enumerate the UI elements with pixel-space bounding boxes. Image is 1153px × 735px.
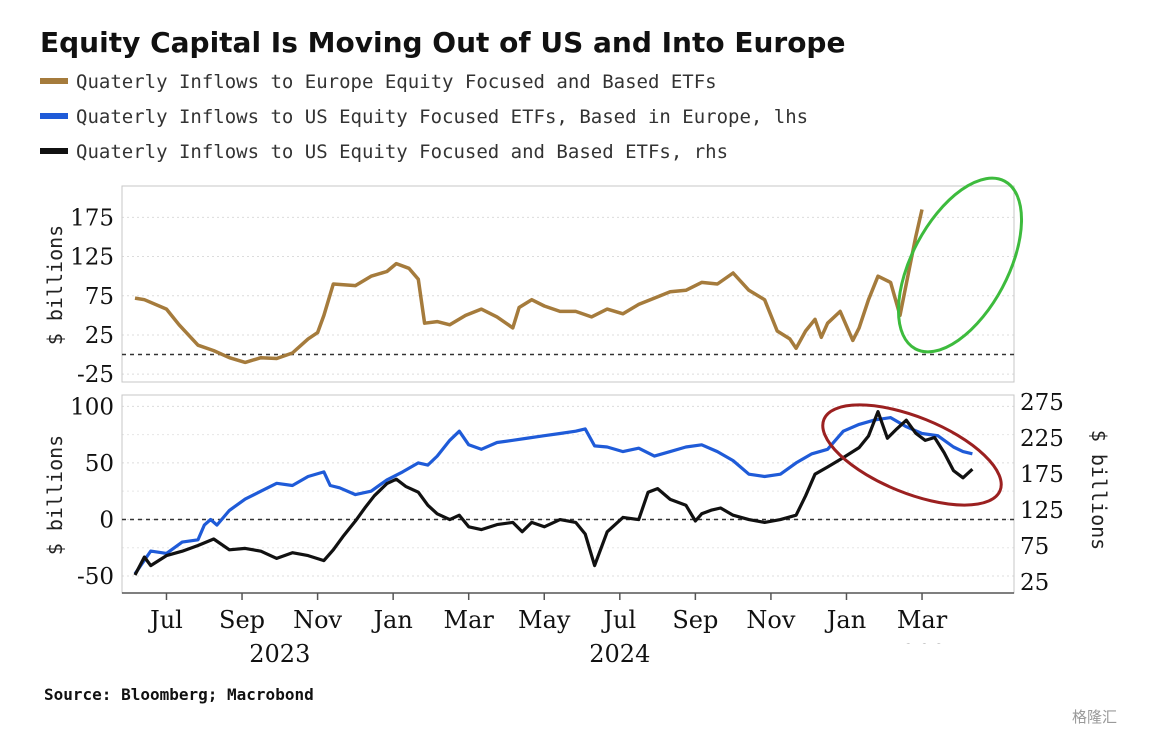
- bottom-right-y-tick-label: 25: [1020, 570, 1049, 596]
- x-year-label: 2024: [589, 640, 650, 668]
- bottom-left-y-tick-label: -50: [77, 564, 114, 590]
- bottom-panel: 100 50 0 -50 275 225 175 125 75 25 $ billions $ …: [43, 390, 1111, 596]
- bottom-right-y-tick-label: 225: [1020, 426, 1064, 452]
- top-y-ticks: 175 125 75 25 -25: [70, 205, 114, 388]
- top-panel-frame: [121, 185, 1015, 383]
- red-highlight-ellipse: [821, 403, 1003, 507]
- bottom-right-y-ticks: 275 225 175 125 75 25: [1020, 390, 1064, 596]
- top-panel: 175 125 75 25 -25 $ billions: [43, 176, 1024, 388]
- bottom-left-y-tick-label: 50: [85, 451, 114, 477]
- x-tick-label: Jul: [600, 606, 636, 634]
- bottom-right-y-axis-label: $ billions: [1087, 430, 1111, 550]
- green-highlight-ellipse: [896, 176, 1024, 354]
- x-tick-label: May: [518, 606, 571, 634]
- top-y-tick-label: 25: [85, 323, 114, 349]
- x-tick-label: Jan: [824, 606, 866, 634]
- x-tick-label: Nov: [746, 606, 795, 634]
- top-y-tick-label: 125: [70, 245, 114, 271]
- top-y-tick-label: 175: [70, 205, 114, 231]
- bottom-left-y-tick-label: 100: [70, 394, 114, 420]
- bottom-left-y-ticks: 100 50 0 -50: [70, 394, 114, 590]
- source-note: Source: Bloomberg; Macrobond: [44, 685, 314, 704]
- x-year-label-clipped: 2025: [901, 640, 962, 668]
- legend-label-us-in-europe: Quaterly Inflows to US Equity Focused ET…: [76, 106, 808, 128]
- series-line-us-in-europe: [133, 416, 973, 575]
- legend-label-europe: Quaterly Inflows to Europe Equity Focuse…: [76, 71, 717, 93]
- x-tick-label: Sep: [219, 606, 265, 634]
- legend-label-us-based: Quaterly Inflows to US Equity Focused an…: [76, 141, 728, 163]
- top-y-axis-label: $ billions: [43, 225, 67, 345]
- top-gridlines: [122, 216, 1014, 375]
- legend-swatch-us-based: [40, 148, 68, 154]
- series-line-us-based: [133, 410, 974, 576]
- bottom-left-y-axis-label: $ billions: [43, 435, 67, 555]
- bottom-left-y-tick-label: 0: [99, 507, 114, 533]
- bottom-right-y-tick-label: 75: [1020, 534, 1049, 560]
- watermark: 格隆汇: [1072, 708, 1117, 726]
- bottom-right-y-tick-label: 175: [1020, 462, 1064, 488]
- bottom-right-y-tick-label: 275: [1020, 390, 1064, 416]
- x-tick-label: Mar: [897, 606, 948, 634]
- legend-swatch-europe: [40, 78, 68, 84]
- x-axis: Jul Sep Nov Jan Mar May Jul Sep Nov Jan Mar 2023 202…: [122, 592, 1014, 668]
- legend-swatch-us-in-europe: [40, 113, 68, 119]
- series-line-europe: [134, 209, 924, 365]
- x-tick-label: Sep: [672, 606, 718, 634]
- top-y-tick-label: 75: [85, 284, 114, 310]
- x-year-label: 2023: [249, 640, 310, 668]
- x-tick-label: Nov: [293, 606, 342, 634]
- bottom-right-y-tick-label: 125: [1020, 498, 1064, 524]
- legend: Quaterly Inflows to Europe Equity Focuse…: [40, 71, 808, 163]
- top-y-tick-label: -25: [77, 362, 114, 388]
- x-tick-label: Jan: [370, 606, 412, 634]
- x-tick-label: Mar: [444, 606, 495, 634]
- chart-title: Equity Capital Is Moving Out of US and I…: [40, 26, 845, 59]
- x-tick-label: Jul: [147, 606, 183, 634]
